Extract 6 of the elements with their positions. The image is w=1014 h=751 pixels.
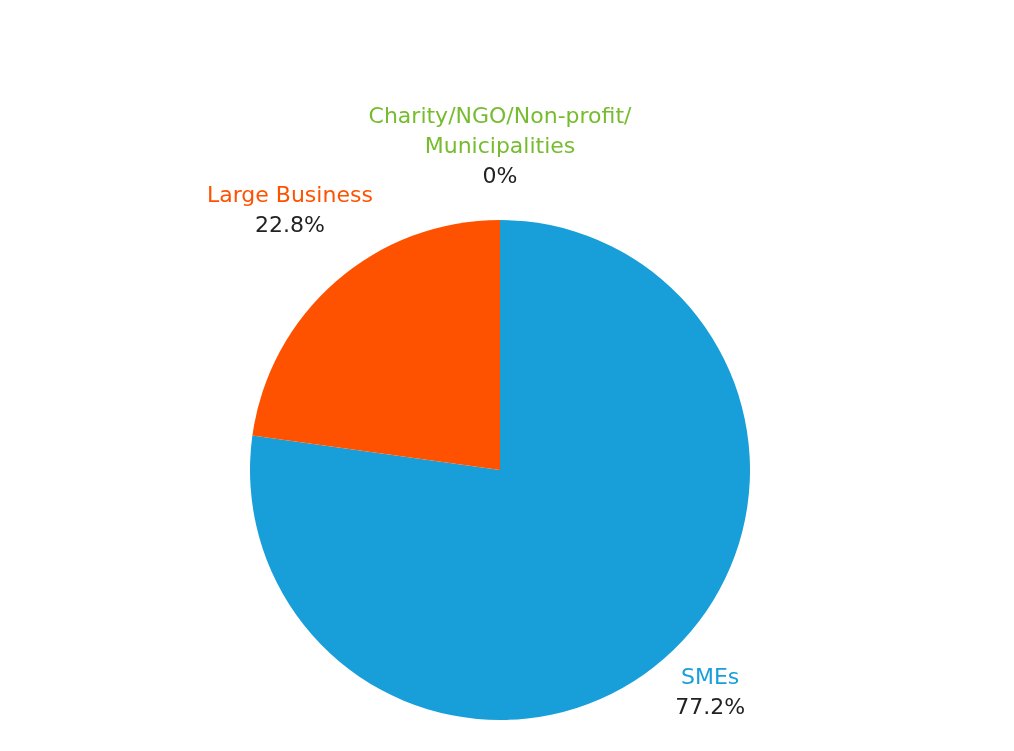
category-label: Charity/NGO/Non-profit/Municipalities xyxy=(368,103,632,158)
data-label: 77.2% xyxy=(675,694,746,720)
text: 0% xyxy=(482,163,518,188)
data-label: 22.8% xyxy=(254,211,325,237)
slice-label: Large Business xyxy=(206,181,373,207)
slice-label: SMEs xyxy=(680,664,740,690)
